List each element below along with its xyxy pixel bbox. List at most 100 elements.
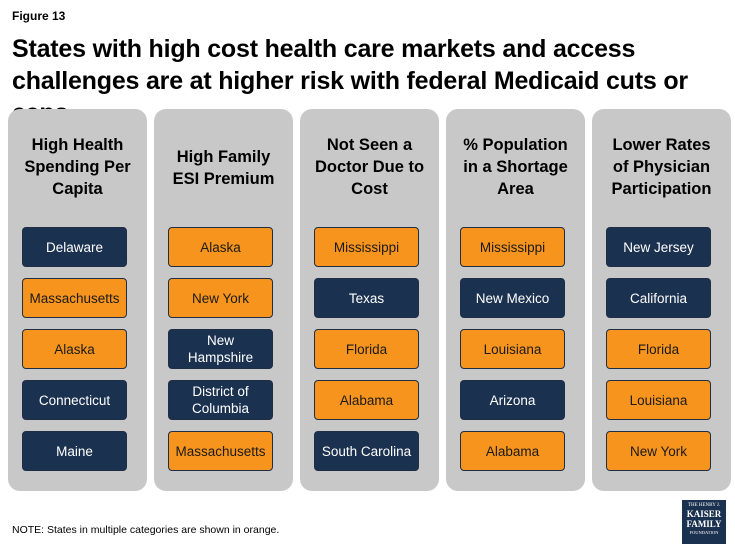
state-label-line: South Carolina: [321, 443, 412, 459]
category-title-line: Lower Rates: [612, 136, 711, 154]
state-cell: Connecticut: [22, 380, 127, 420]
state-label-line: Alaska: [200, 239, 241, 255]
figure-label: Figure 13: [12, 9, 66, 23]
state-label: Texas: [349, 290, 384, 307]
chart-title: States with high cost health care market…: [12, 35, 688, 127]
category-title-line: Participation: [611, 180, 712, 198]
state-cell: Louisiana: [606, 380, 711, 420]
state-label-line: Massachusetts: [29, 290, 120, 306]
category-title-line: Not Seen a: [326, 136, 413, 154]
category-title: High Family ESI Premium: [154, 146, 293, 190]
category-panel: High Health Spending Per Capita Delaware Mas…: [8, 109, 147, 491]
state-label-line: Maine: [56, 443, 93, 459]
category-title-line: in a Shortage: [463, 158, 568, 176]
state-label-line: Louisiana: [629, 392, 688, 408]
state-label: Alabama: [486, 443, 539, 460]
state-label: Connecticut: [39, 392, 110, 409]
state-cell: New Mexico: [460, 278, 565, 318]
category-title-line: Spending Per: [24, 158, 131, 176]
state-cell: Mississippi: [314, 227, 419, 267]
state-label-line: New: [206, 333, 234, 348]
state-label-line: District of: [192, 384, 249, 399]
category-panel: Not Seen a Doctor Due to Cost Mississippi Te…: [300, 109, 439, 491]
category-title-line: Doctor Due to: [314, 158, 425, 176]
state-label-line: Connecticut: [38, 392, 111, 408]
state-cell: District of Columbia: [168, 380, 273, 420]
category-title-line: % Population: [463, 136, 568, 154]
state-label: New Mexico: [476, 290, 550, 307]
state-label-line: Texas: [348, 290, 385, 306]
state-label-line: Louisiana: [483, 341, 542, 357]
category-title: % Population in a Shortage Area: [446, 134, 585, 200]
state-cell: Alabama: [460, 431, 565, 471]
state-cell: Massachusetts: [168, 431, 273, 471]
state-label: Massachusetts: [29, 290, 119, 307]
category-title-line: Capita: [52, 180, 103, 198]
state-label: Florida: [346, 341, 387, 358]
state-cell: Mississippi: [460, 227, 565, 267]
state-label-line: Alabama: [485, 443, 540, 459]
state-label-line: New York: [629, 443, 688, 459]
state-cell: Florida: [606, 329, 711, 369]
state-label: New York: [630, 443, 687, 460]
state-label: Alabama: [340, 392, 393, 409]
category-title: Not Seen a Doctor Due to Cost: [300, 134, 439, 200]
state-cell: Florida: [314, 329, 419, 369]
category-panel: % Population in a Shortage Area Mississippi…: [446, 109, 585, 491]
state-label-line: Massachusetts: [175, 443, 266, 459]
category-title: Lower Rates of Physician Participation: [592, 134, 731, 200]
state-label: Alaska: [54, 341, 95, 358]
state-cell: Delaware: [22, 227, 127, 267]
state-cell: California: [606, 278, 711, 318]
state-label: Arizona: [490, 392, 536, 409]
state-label-line: Columbia: [191, 401, 250, 416]
logo-line-1: THE HENRY J.: [687, 503, 721, 508]
state-label: Maine: [56, 443, 93, 460]
footnote: NOTE: States in multiple categories are …: [12, 524, 280, 536]
kff-logo: THE HENRY J. KAISER FAMILY FOUNDATION: [682, 500, 726, 544]
state-label: New Hampshire: [188, 332, 253, 366]
state-cell: New York: [168, 278, 273, 318]
state-cell: New Jersey: [606, 227, 711, 267]
state-cell: New York: [606, 431, 711, 471]
state-cell: Maine: [22, 431, 127, 471]
state-label-line: New Mexico: [475, 290, 550, 306]
state-label-line: California: [629, 290, 688, 306]
state-label: Alaska: [200, 239, 241, 256]
state-label-line: Alabama: [339, 392, 394, 408]
state-label-line: Delaware: [45, 239, 104, 255]
state-cell: South Carolina: [314, 431, 419, 471]
state-label: Mississippi: [480, 239, 545, 256]
state-label-line: Florida: [637, 341, 680, 357]
state-cell: Arizona: [460, 380, 565, 420]
category-title-line: Area: [497, 180, 534, 198]
state-label-line: Alaska: [54, 341, 95, 357]
logo-line-4: FOUNDATION: [689, 530, 719, 535]
state-label: Florida: [638, 341, 679, 358]
state-label-line: New Jersey: [623, 239, 694, 255]
category-title: High Health Spending Per Capita: [8, 134, 147, 200]
category-title-line: Cost: [351, 180, 388, 198]
state-label: Louisiana: [630, 392, 688, 409]
state-label-line: Florida: [345, 341, 388, 357]
state-label: New Jersey: [623, 239, 694, 256]
logo-line-3: FAMILY: [686, 519, 722, 529]
category-panel: Lower Rates of Physician Participation New …: [592, 109, 731, 491]
state-cell: New Hampshire: [168, 329, 273, 369]
category-title-line: High Family: [176, 148, 271, 166]
state-label: Mississippi: [334, 239, 399, 256]
logo-line-2: KAISER: [686, 509, 722, 519]
state-label: South Carolina: [322, 443, 411, 460]
state-label-line: Hampshire: [187, 350, 254, 365]
state-label: District of Columbia: [192, 383, 249, 417]
category-panel: High Family ESI Premium Alaska New York New H…: [154, 109, 293, 491]
state-cell: Texas: [314, 278, 419, 318]
state-cell: Massachusetts: [22, 278, 127, 318]
category-title-line: High Health: [31, 136, 124, 154]
state-label-line: Mississippi: [333, 239, 400, 255]
state-label: Massachusetts: [175, 443, 265, 460]
state-cell: Alaska: [168, 227, 273, 267]
state-cell: Alabama: [314, 380, 419, 420]
state-label: Louisiana: [484, 341, 542, 358]
state-label: New York: [192, 290, 249, 307]
